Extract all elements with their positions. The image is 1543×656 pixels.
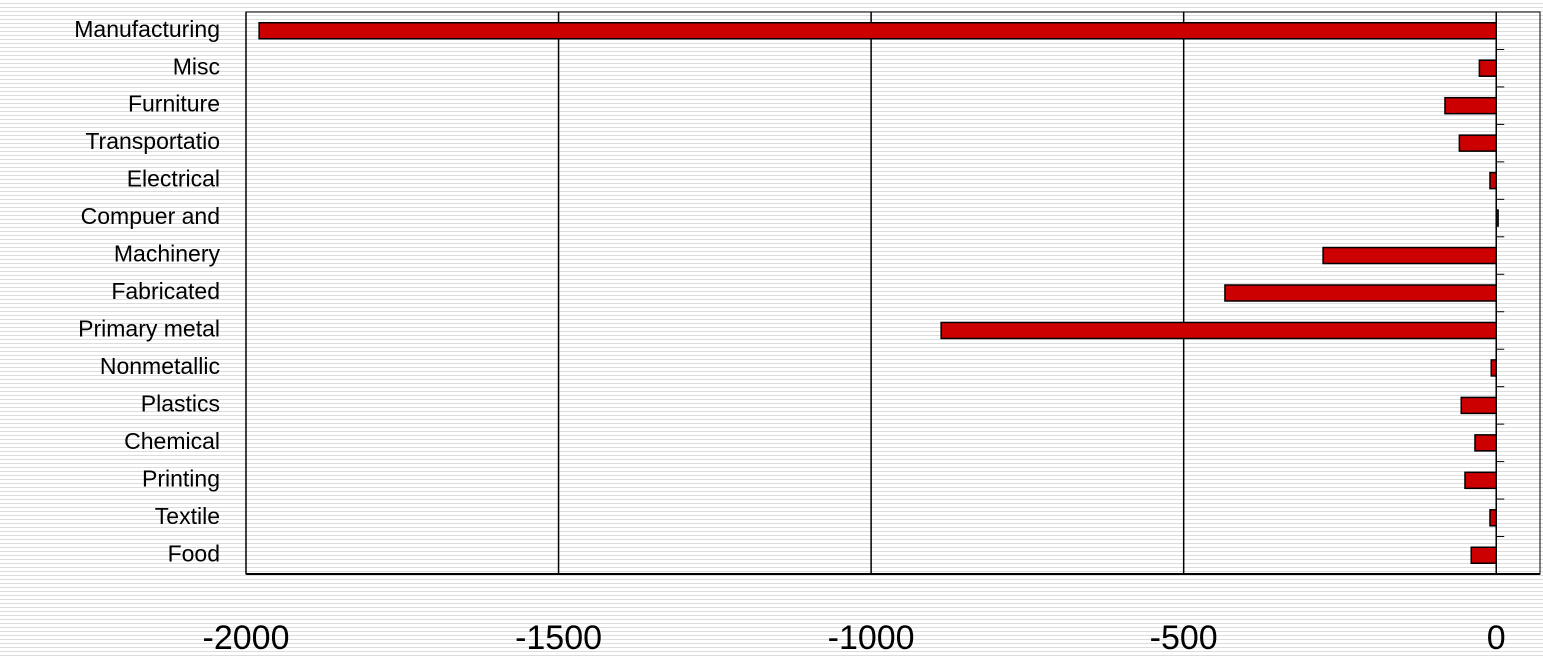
- x-tick-label: -1500: [515, 619, 602, 656]
- bar: [1464, 471, 1497, 490]
- bar: [1444, 96, 1497, 115]
- y-tick-label: Misc: [173, 53, 220, 79]
- y-tick-label: Manufacturing: [74, 16, 220, 42]
- y-tick-label: Machinery: [114, 241, 221, 267]
- y-tick-label: Chemical: [124, 428, 220, 454]
- bar: [1224, 284, 1497, 302]
- y-tick-label: Furniture: [128, 91, 220, 117]
- y-tick-label: Food: [168, 540, 220, 566]
- bar: [1490, 359, 1497, 377]
- x-tick-label: -500: [1150, 619, 1218, 656]
- y-tick-label: Nonmetallic: [100, 353, 220, 379]
- bar: [1478, 59, 1497, 77]
- y-tick-label: Textile: [155, 503, 220, 529]
- bar: [1460, 396, 1497, 415]
- y-tick-label: Electrical: [127, 166, 220, 192]
- y-tick-label: Compuer and: [81, 203, 220, 229]
- bar: [1322, 246, 1497, 265]
- bar: [1474, 434, 1497, 452]
- bar: [1470, 546, 1497, 565]
- y-tick-label: Plastics: [141, 390, 220, 416]
- x-tick-label: -2000: [203, 619, 290, 656]
- bar: [258, 21, 1497, 40]
- y-tick-label: Printing: [142, 465, 220, 491]
- bar: [1458, 134, 1497, 152]
- y-tick-label: Primary metal: [78, 316, 220, 342]
- x-tick-label: 0: [1487, 619, 1506, 656]
- bar: [1489, 171, 1497, 190]
- y-tick-label: Transportatio: [85, 128, 220, 154]
- x-tick-label: -1000: [828, 619, 915, 656]
- y-tick-label: Fabricated: [111, 278, 220, 304]
- bar: [1489, 509, 1497, 527]
- bar: [1495, 209, 1499, 227]
- bar: [940, 321, 1497, 340]
